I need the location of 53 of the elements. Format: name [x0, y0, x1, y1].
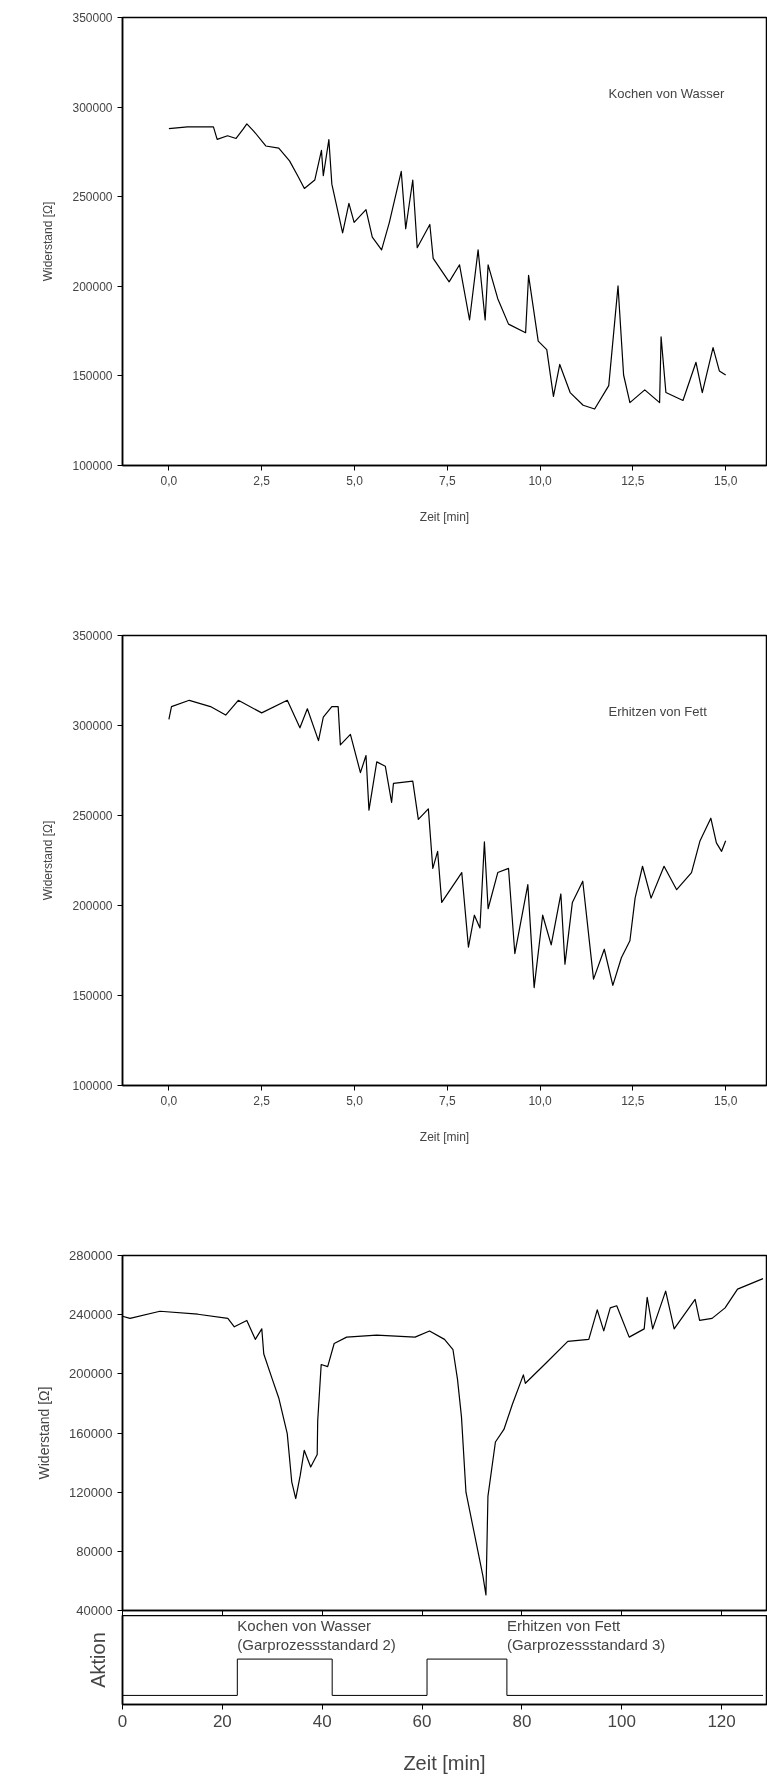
x-tick-label: 12,5	[621, 473, 645, 488]
y-tick-label: 150000	[72, 989, 113, 1003]
y-tick-label: 120000	[69, 1484, 113, 1500]
annotation: Erhitzen von Fett	[608, 703, 708, 719]
y-tick-label: 160000	[69, 1425, 113, 1441]
x-tick-label: 0,0	[160, 1093, 178, 1108]
y-tick-label: 250000	[72, 809, 113, 823]
y-tick-label: 300000	[72, 100, 113, 115]
x-tick-label: 40	[312, 1711, 332, 1731]
y-tick-label: 200000	[69, 1366, 113, 1382]
y-tick-label: 150000	[72, 369, 113, 384]
y-tick-label: 200000	[72, 279, 113, 294]
x-tick-label: 2,5	[253, 473, 271, 488]
y-tick-label: 350000	[72, 11, 113, 25]
x-tick-label: 10,0	[528, 1093, 553, 1108]
x-tick-label: 5,0	[346, 473, 364, 488]
x-tick-label: 10,0	[528, 473, 553, 488]
annotation: Erhitzen von Fett (Garprozessstandard 3)	[506, 1617, 666, 1654]
x-tick-label: 100	[607, 1711, 636, 1731]
y-tick-label: 350000	[72, 629, 113, 643]
y-tick-label: 40000	[76, 1603, 113, 1618]
y-axis-title: Aktion	[86, 1632, 109, 1688]
y-tick-label: 300000	[72, 719, 113, 733]
x-tick-label: 60	[412, 1711, 432, 1731]
y-axis-title: Widerstand [Ω]	[36, 1386, 53, 1480]
x-axis-title: Zeit [min]	[419, 509, 470, 524]
line-series	[168, 699, 727, 989]
y-axis-title: Widerstand [Ω]	[41, 820, 56, 901]
x-tick-label: 7,5	[438, 473, 456, 488]
x-tick-label: 2,5	[253, 1093, 271, 1108]
y-tick-label: 100000	[72, 1079, 113, 1093]
x-axis-title: Zeit [min]	[419, 1129, 470, 1144]
x-axis-title: Zeit [min]	[403, 1751, 486, 1774]
x-tick-label: 80	[512, 1711, 532, 1731]
x-tick-label: 0	[117, 1711, 128, 1731]
x-tick-label: 120	[707, 1711, 736, 1731]
x-tick-label: 12,5	[621, 1093, 645, 1108]
y-tick-label: 250000	[72, 190, 113, 205]
annotation: Kochen von Wasser (Garprozessstandard 2)	[237, 1617, 396, 1654]
y-tick-label: 240000	[69, 1307, 113, 1323]
x-tick-label: 0,0	[160, 473, 178, 488]
y-tick-label: 200000	[72, 899, 113, 913]
y-tick-label: 280000	[69, 1248, 113, 1263]
y-tick-label: 100000	[72, 459, 113, 473]
x-tick-label: 15,0	[713, 473, 738, 488]
y-tick-label: 80000	[76, 1543, 113, 1559]
annotation: Kochen von Wasser	[608, 85, 726, 101]
x-tick-label: 7,5	[438, 1093, 456, 1108]
x-tick-label: 20	[212, 1711, 232, 1731]
x-tick-label: 15,0	[713, 1093, 738, 1108]
line-series	[168, 123, 727, 410]
x-tick-label: 5,0	[346, 1093, 364, 1108]
y-axis-title: Widerstand [Ω]	[41, 201, 56, 282]
